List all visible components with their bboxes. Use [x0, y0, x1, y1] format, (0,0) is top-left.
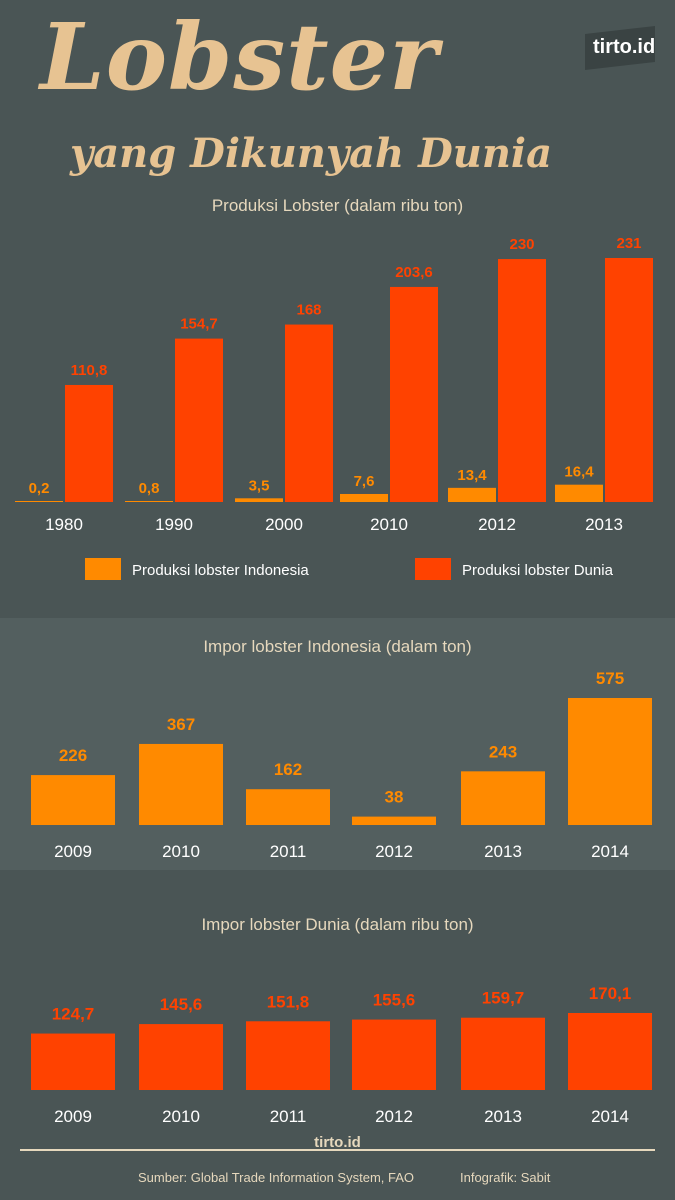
bar-2012	[352, 1019, 436, 1090]
data-label-indonesia-2000: 3,5	[249, 477, 270, 494]
bar-indonesia-2012	[448, 487, 496, 502]
data-label-dunia-2012: 230	[509, 236, 534, 253]
tick-label-1990: 1990	[155, 515, 193, 534]
bar-2011	[246, 789, 330, 825]
data-label-2010: 367	[167, 715, 195, 734]
bar-2013	[461, 771, 545, 825]
data-label-2009: 226	[59, 746, 87, 765]
data-label-2014: 170,1	[589, 984, 632, 1003]
chart1-title: Produksi Lobster (dalam ribu ton)	[211, 196, 464, 215]
data-label-2013: 159,7	[482, 989, 525, 1008]
logo-banner-icon	[585, 26, 655, 70]
footer-source: Sumber: Global Trade Information System,…	[138, 1170, 415, 1185]
tick-label-2010: 2010	[162, 1107, 200, 1126]
data-label-indonesia-2012: 13,4	[457, 467, 487, 484]
legend-swatch-dunia	[415, 558, 451, 580]
chart2-import-indonesia: 226 2009 367 2010 162 2011 38 2012 243 2013 575 201…	[31, 669, 652, 861]
data-label-dunia-2013: 231	[616, 235, 641, 252]
bar-indonesia-2010	[340, 493, 388, 502]
tick-label-2000: 2000	[265, 515, 303, 534]
data-label-dunia-1980: 110,8	[71, 362, 108, 379]
bar-indonesia-1980	[15, 501, 63, 502]
data-label-2014: 575	[596, 669, 624, 688]
footer-divider	[20, 1149, 655, 1151]
tick-label-2014: 2014	[591, 1107, 629, 1126]
tick-label-2010: 2010	[370, 515, 408, 534]
data-label-dunia-2000: 168	[296, 302, 321, 319]
legend-label-dunia: Produksi lobster Dunia	[462, 562, 614, 579]
legend-swatch-indonesia	[85, 558, 121, 580]
chart2-background-band	[0, 618, 675, 870]
bar-indonesia-2013	[555, 484, 603, 502]
tick-label-2009: 2009	[54, 1107, 92, 1126]
chart3-title: Impor lobster Dunia (dalam ribu ton)	[201, 915, 474, 934]
tick-label-2013: 2013	[484, 1107, 522, 1126]
bar-2013	[461, 1017, 545, 1090]
bar-dunia-1990	[175, 338, 223, 502]
bar-dunia-2010	[390, 286, 438, 502]
logo-text: tirto.id	[593, 36, 656, 58]
tick-label-2012: 2012	[478, 515, 516, 534]
data-label-indonesia-1980: 0,2	[29, 480, 50, 497]
bar-2009	[31, 775, 115, 825]
bar-2012	[352, 816, 436, 825]
data-label-2011: 162	[274, 760, 302, 779]
data-label-indonesia-2010: 7,6	[354, 473, 375, 490]
tirto-logo: tirto.id	[585, 26, 663, 70]
bar-indonesia-2000	[235, 498, 283, 502]
tick-label-2011: 2011	[270, 1107, 307, 1126]
chart1-production: 0,2 110,8 1980 0,8 154,7 1990 3,5 168 2000 7,6 203…	[15, 235, 653, 580]
bar-dunia-1980	[65, 384, 113, 502]
data-label-2012: 155,6	[373, 991, 416, 1010]
bar-dunia-2013	[605, 258, 653, 502]
legend-label-indonesia: Produksi lobster Indonesia	[132, 562, 309, 579]
tick-label-2014: 2014	[591, 842, 629, 861]
bar-2014	[568, 698, 652, 825]
bar-indonesia-1990	[125, 501, 173, 502]
data-label-2013: 243	[489, 742, 517, 761]
data-label-indonesia-1990: 0,8	[139, 480, 160, 497]
tick-label-2009: 2009	[54, 842, 92, 861]
data-label-2009: 124,7	[52, 1005, 95, 1024]
bar-dunia-2000	[285, 324, 333, 502]
bar-2010	[139, 743, 223, 825]
tick-label-2010: 2010	[162, 842, 200, 861]
data-label-indonesia-2013: 16,4	[564, 464, 594, 481]
bar-2010	[139, 1024, 223, 1090]
tick-label-1980: 1980	[45, 515, 83, 534]
data-label-dunia-2010: 203,6	[395, 264, 433, 281]
bar-2014	[568, 1013, 652, 1090]
data-label-2012: 38	[385, 788, 404, 807]
page-title: Lobster	[40, 3, 439, 111]
page-subtitle: yang Dikunyah Dunia	[70, 130, 553, 177]
data-label-2011: 151,8	[267, 992, 310, 1011]
tick-label-2012: 2012	[375, 842, 413, 861]
bar-2009	[31, 1033, 115, 1090]
tick-label-2013: 2013	[585, 515, 623, 534]
chart2-title: Impor lobster Indonesia (dalam ton)	[203, 637, 472, 656]
data-label-dunia-1990: 154,7	[180, 316, 218, 333]
bar-dunia-2012	[498, 259, 546, 502]
tick-label-2013: 2013	[484, 842, 522, 861]
tick-label-2012: 2012	[375, 1107, 413, 1126]
data-label-2010: 145,6	[160, 995, 203, 1014]
chart3-import-dunia: 124,7 2009 145,6 2010 151,8 2011 155,6 2012 159,…	[31, 984, 652, 1126]
footer-credit: Infografik: Sabit	[460, 1170, 551, 1185]
footer-brand: tirto.id	[314, 1134, 361, 1151]
tick-label-2011: 2011	[270, 842, 307, 861]
bar-2011	[246, 1021, 330, 1090]
